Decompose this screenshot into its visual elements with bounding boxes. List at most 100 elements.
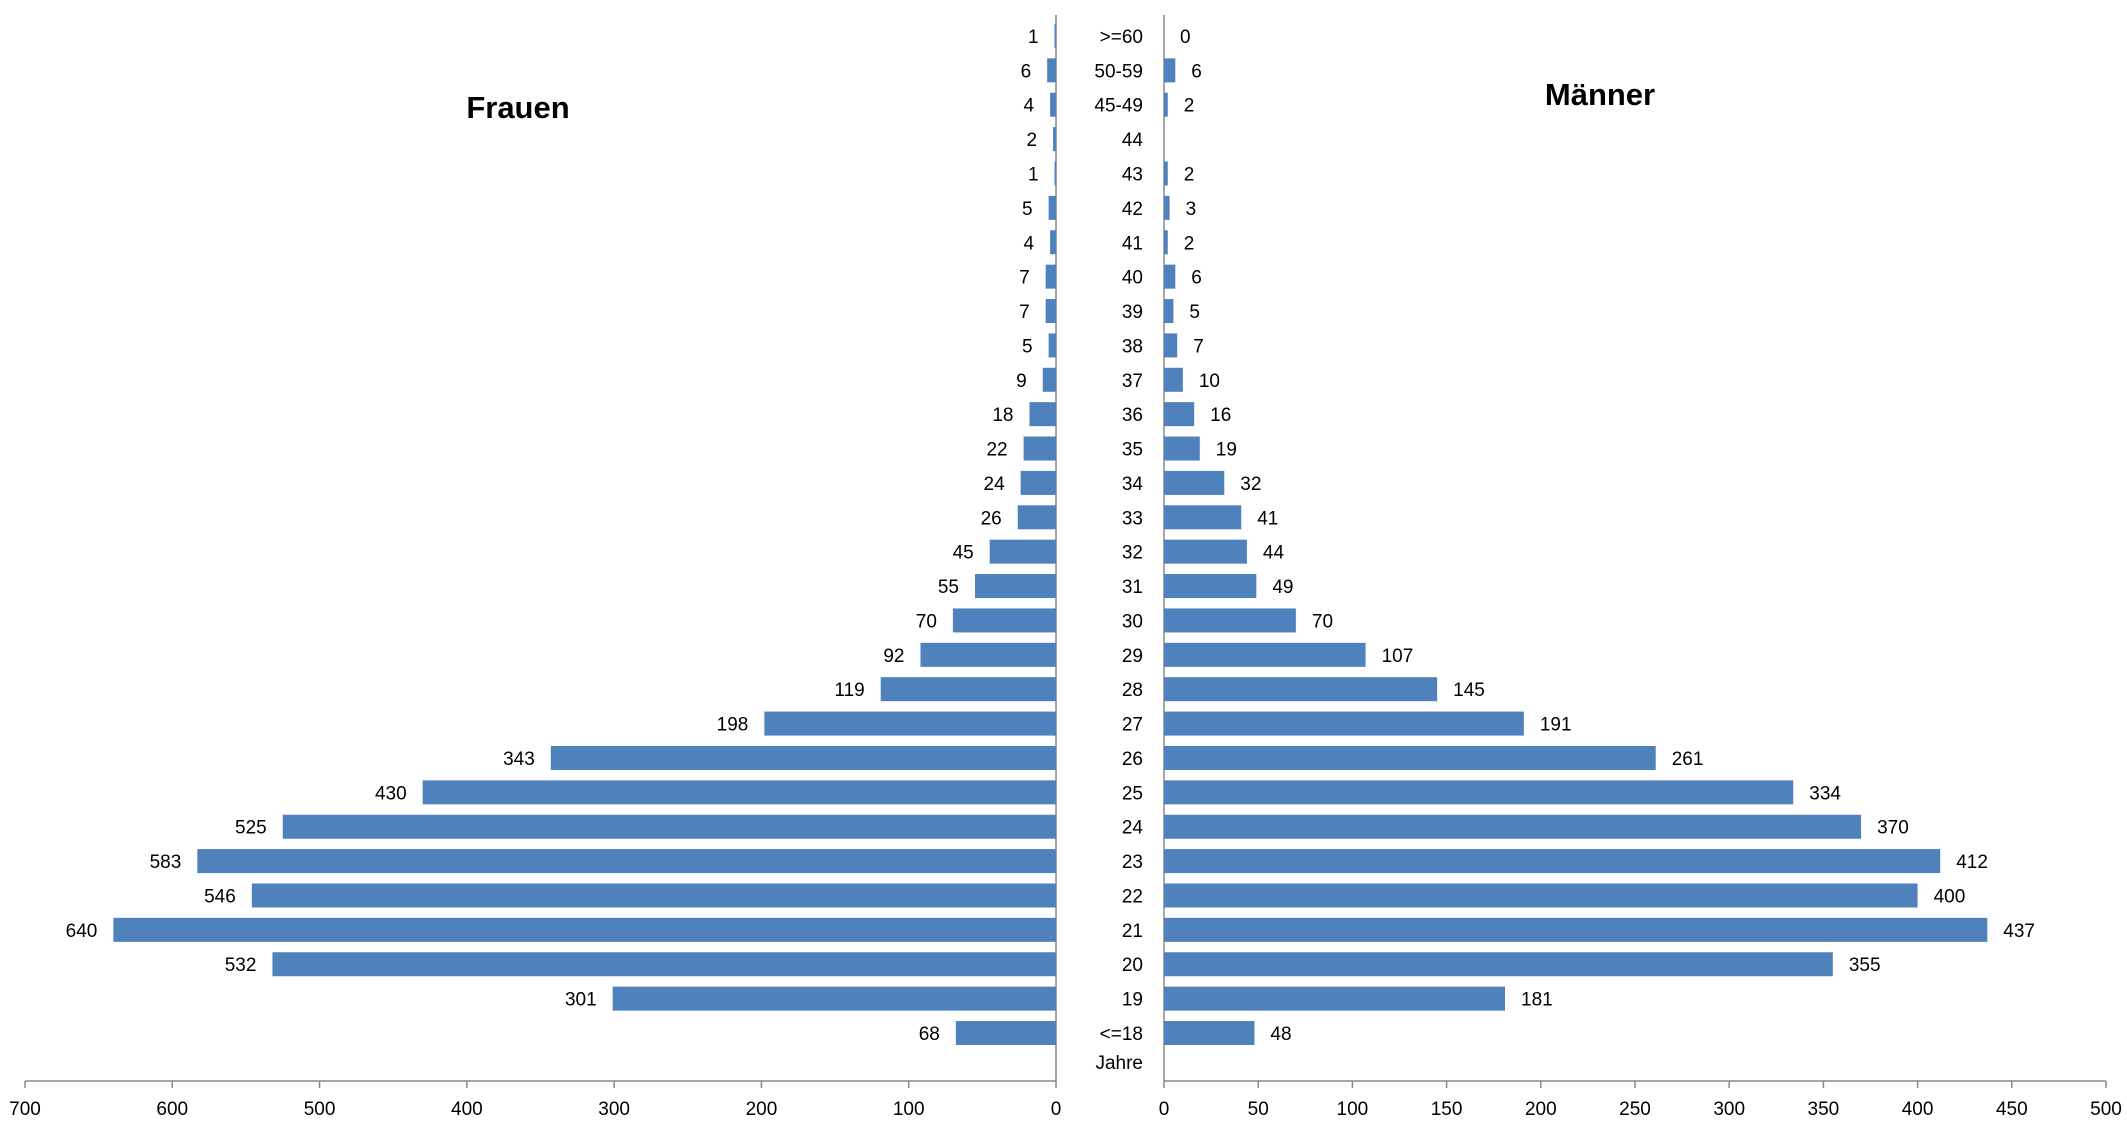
- age-category-label: 22: [1122, 886, 1143, 907]
- age-category-label: <=18: [1100, 1024, 1143, 1045]
- maenner-x-tick-label: 0: [1159, 1099, 1170, 1120]
- maenner-data-label: 19: [1216, 440, 1237, 461]
- frauen-data-label: 22: [986, 440, 1007, 461]
- age-category-label: 31: [1122, 577, 1143, 598]
- age-category-label: 33: [1122, 508, 1143, 529]
- frauen-bar: [974, 574, 1056, 599]
- frauen-data-label: 532: [225, 955, 257, 976]
- frauen-data-label: 45: [953, 543, 974, 564]
- age-category-label: 50-59: [1094, 61, 1143, 82]
- maenner-bar: [1164, 608, 1296, 633]
- frauen-bar: [1023, 436, 1056, 461]
- maenner-x-tick-label: 250: [1619, 1099, 1651, 1120]
- age-category-label: 42: [1122, 199, 1143, 220]
- maenner-data-label: 191: [1540, 715, 1572, 736]
- frauen-bar: [550, 745, 1056, 770]
- maenner-x-tick-label: 100: [1337, 1099, 1369, 1120]
- age-category-label: 19: [1122, 990, 1143, 1011]
- maenner-bar: [1164, 92, 1168, 117]
- maenner-x-tick-label: 150: [1431, 1099, 1463, 1120]
- age-category-label: 24: [1122, 818, 1144, 839]
- maenner-data-label: 261: [1672, 749, 1704, 770]
- maenner-bar: [1164, 333, 1178, 358]
- maenner-data-label: 412: [1956, 852, 1988, 873]
- maenner-data-label: 2: [1184, 165, 1195, 186]
- maenner-data-label: 32: [1240, 474, 1261, 495]
- frauen-bar: [1047, 58, 1056, 83]
- frauen-data-label: 119: [834, 680, 864, 701]
- frauen-bar: [1048, 333, 1056, 358]
- age-category-label: 30: [1122, 611, 1143, 632]
- frauen-data-label: 6: [1021, 61, 1032, 82]
- maenner-x-tick-label: 300: [1713, 1099, 1745, 1120]
- frauen-bar: [920, 642, 1056, 667]
- frauen-bar: [952, 608, 1056, 633]
- maenner-bar: [1164, 58, 1176, 83]
- maenner-bar: [1164, 745, 1656, 770]
- age-category-label: 23: [1122, 852, 1143, 873]
- frauen-data-label: 55: [938, 577, 959, 598]
- maenner-data-label: 5: [1189, 302, 1200, 323]
- maenner-data-label: 7: [1193, 336, 1204, 357]
- age-category-label: 45-49: [1094, 96, 1143, 117]
- frauen-x-tick-label: 400: [451, 1099, 483, 1120]
- frauen-x-tick-label: 200: [746, 1099, 778, 1120]
- maenner-data-label: 0: [1180, 27, 1191, 48]
- maenner-bar: [1164, 299, 1174, 324]
- maenner-bar: [1164, 470, 1225, 495]
- frauen-bar: [197, 849, 1056, 874]
- maenner-data-label: 400: [1934, 886, 1966, 907]
- maenner-bar: [1164, 539, 1247, 564]
- frauen-data-label: 70: [916, 611, 937, 632]
- maenner-bar: [1164, 814, 1862, 839]
- maenner-data-label: 16: [1210, 405, 1231, 426]
- frauen-bar: [282, 814, 1056, 839]
- age-category-label: 36: [1122, 405, 1143, 426]
- age-category-label: 20: [1122, 955, 1143, 976]
- age-category-label: >=60: [1100, 27, 1143, 48]
- maenner-data-label: 48: [1270, 1024, 1291, 1045]
- frauen-data-label: 18: [992, 405, 1013, 426]
- maenner-x-tick-label: 200: [1525, 1099, 1557, 1120]
- maenner-bar: [1164, 436, 1200, 461]
- frauen-data-label: 2: [1026, 130, 1037, 151]
- maenner-bar: [1164, 711, 1524, 736]
- maenner-bar: [1164, 849, 1941, 874]
- maenner-bar: [1164, 574, 1257, 599]
- frauen-data-label: 1: [1028, 165, 1039, 186]
- frauen-bar: [1017, 505, 1056, 530]
- age-category-label: 43: [1122, 165, 1143, 186]
- frauen-x-tick-label: 500: [304, 1099, 336, 1120]
- frauen-bar: [1054, 23, 1056, 48]
- age-category-label: 41: [1122, 233, 1143, 254]
- frauen-data-label: 640: [66, 921, 98, 942]
- age-category-label: 40: [1122, 268, 1143, 289]
- frauen-bar: [113, 917, 1056, 942]
- frauen-bar: [1042, 367, 1056, 392]
- age-category-label: 32: [1122, 543, 1143, 564]
- frauen-bar: [1020, 470, 1056, 495]
- maenner-data-label: 10: [1199, 371, 1220, 392]
- maenner-data-label: 2: [1184, 233, 1195, 254]
- maenner-data-label: 437: [2003, 921, 2035, 942]
- maenner-data-label: 6: [1191, 61, 1202, 82]
- frauen-data-label: 583: [150, 852, 182, 873]
- age-category-label: 25: [1122, 783, 1143, 804]
- frauen-bar: [955, 1021, 1056, 1045]
- age-category-label: 34: [1122, 474, 1144, 495]
- frauen-bar: [989, 539, 1056, 564]
- age-category-label: 38: [1122, 336, 1143, 357]
- maenner-bar: [1164, 161, 1168, 186]
- frauen-data-label: 92: [883, 646, 904, 667]
- frauen-bar: [1050, 230, 1056, 255]
- maenner-bar: [1164, 952, 1833, 977]
- maenner-data-label: 370: [1877, 818, 1909, 839]
- age-category-label: 29: [1122, 646, 1143, 667]
- maenner-bar: [1164, 505, 1242, 530]
- frauen-series: 700 600 500 400 300 200 100 0683015326405465835…: [9, 15, 1061, 1120]
- maenner-data-label: 145: [1453, 680, 1485, 701]
- maenner-data-label: 41: [1257, 508, 1278, 529]
- maenner-bar: [1164, 780, 1794, 805]
- frauen-data-label: 24: [984, 474, 1006, 495]
